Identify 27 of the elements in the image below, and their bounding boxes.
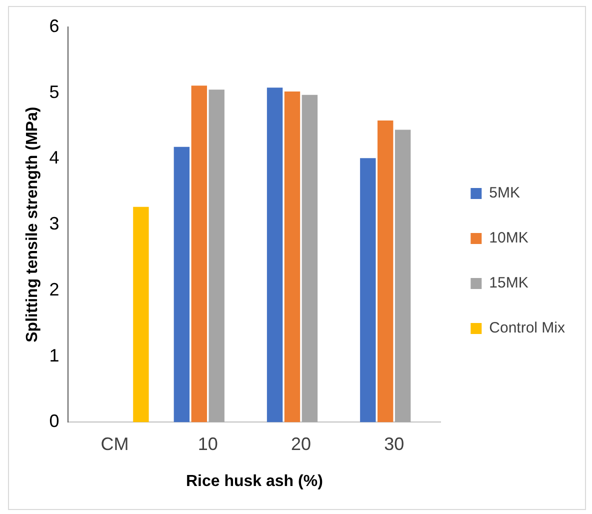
x-tick-label: 10 bbox=[198, 434, 218, 454]
bar bbox=[394, 130, 411, 422]
y-tick-label: 5 bbox=[49, 82, 60, 102]
bar bbox=[133, 206, 149, 422]
x-tick-label: 30 bbox=[384, 434, 404, 454]
bar bbox=[191, 86, 208, 422]
bar bbox=[302, 94, 318, 422]
legend-label: 10MK bbox=[489, 230, 528, 247]
y-tick-label: 1 bbox=[49, 345, 60, 366]
bar bbox=[174, 146, 190, 422]
bar bbox=[360, 158, 376, 422]
bar bbox=[266, 88, 283, 422]
x-tick-label: 20 bbox=[290, 434, 311, 454]
legend-label: Control Mix bbox=[489, 320, 566, 337]
x-tick-label: CM bbox=[100, 434, 129, 454]
y-axis-title: Splitting tensile strength (MPa) bbox=[24, 106, 42, 342]
legend-label: 5MK bbox=[489, 184, 520, 202]
legend-label: 15MK bbox=[489, 274, 528, 292]
x-axis-title: Rice husk ash (%) bbox=[186, 472, 323, 490]
y-tick-label: 6 bbox=[49, 16, 60, 36]
y-tick-label: 4 bbox=[49, 148, 60, 168]
bar bbox=[208, 90, 224, 422]
y-tick-label: 3 bbox=[49, 214, 60, 234]
y-tick-label: 2 bbox=[49, 279, 60, 300]
bar bbox=[378, 120, 394, 422]
y-tick-label: 0 bbox=[49, 411, 60, 432]
bar bbox=[284, 92, 300, 422]
